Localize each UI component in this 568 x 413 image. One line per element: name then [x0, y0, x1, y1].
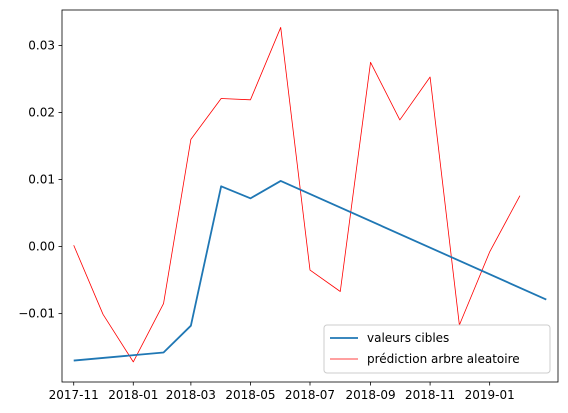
series-line-valeurs-cibles	[73, 180, 547, 362]
y-tick-label: 0.00	[28, 240, 55, 254]
legend-box	[323, 324, 551, 374]
x-tick-label: 2018-07	[285, 388, 335, 402]
plot-area	[62, 10, 558, 382]
x-axis: 2017-11 2018-01 2018-03 2018-05 2018-07 2018-…	[49, 382, 515, 402]
x-tick-label: 2018-03	[166, 388, 216, 402]
x-tick-label: 2018-01	[108, 388, 158, 402]
x-tick-label: 2017-11	[49, 388, 99, 402]
x-tick-label: 2018-05	[225, 388, 275, 402]
legend-label-valeurs-cibles: valeurs cibles	[367, 331, 449, 345]
y-tick-label: 0.02	[28, 106, 55, 120]
y-tick-label: 0.03	[28, 39, 55, 53]
y-tick-label: 0.01	[28, 173, 55, 187]
series-line-prediction-arbre-aleatoire	[73, 27, 521, 363]
x-tick-label: 2018-09	[345, 388, 395, 402]
series-layer	[73, 27, 547, 363]
y-axis: −0.01 0.00 0.01 0.02 0.03	[18, 39, 62, 321]
y-tick-label: −0.01	[18, 307, 55, 321]
x-tick-label: 2019-01	[465, 388, 515, 402]
legend-label-prediction: prédiction arbre aleatoire	[367, 352, 520, 366]
x-tick-label: 2018-11	[405, 388, 455, 402]
legend: valeurs cibles prédiction arbre aleatoir…	[323, 324, 551, 374]
